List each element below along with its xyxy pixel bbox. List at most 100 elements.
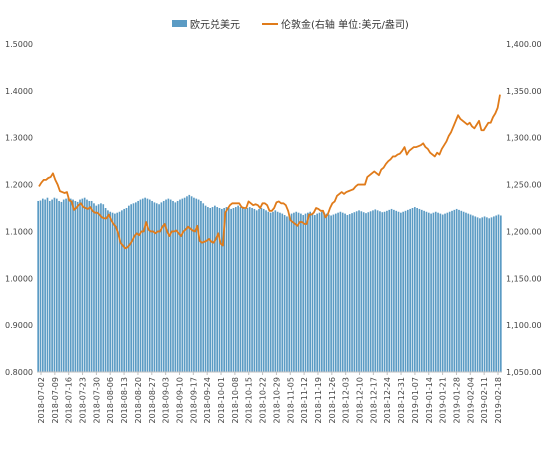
eurusd-bar <box>90 200 93 372</box>
eurusd-bar <box>118 211 121 372</box>
eurusd-bar <box>121 210 123 372</box>
eurusd-bar <box>309 211 312 372</box>
eurusd-bar <box>46 197 49 372</box>
eurusd-bar <box>39 200 42 372</box>
eurusd-bar <box>397 211 400 372</box>
eurusd-bar <box>483 216 486 372</box>
eurusd-bar <box>262 208 265 372</box>
eurusd-bar <box>190 196 193 372</box>
eurusd-bar <box>200 200 202 372</box>
eurusd-bar <box>276 211 279 372</box>
eurusd-bar <box>372 210 374 372</box>
eurusd-bar <box>302 215 305 372</box>
left-tick-label: 1.2000 <box>5 181 33 190</box>
eurusd-bar <box>41 198 44 372</box>
eurusd-bar <box>144 197 146 372</box>
eurusd-bar <box>51 199 53 372</box>
eurusd-bar <box>134 202 137 372</box>
x-tick-label: 2019-02-04 <box>466 377 475 424</box>
eurusd-bar <box>420 209 423 372</box>
right-tick-label: 1,150.00 <box>506 274 542 283</box>
eurusd-bar <box>437 212 439 372</box>
eurusd-bar <box>114 213 116 372</box>
eurusd-bar <box>169 199 172 372</box>
eurusd-bar <box>360 211 363 372</box>
eurusd-bar <box>123 208 126 372</box>
eurusd-bar <box>62 199 65 372</box>
x-tick-label: 2018-12-24 <box>383 377 392 424</box>
eurusd-bar <box>381 212 384 372</box>
eurusd-bar <box>279 212 281 372</box>
eurusd-bar <box>72 199 74 372</box>
eurusd-bar <box>155 203 158 372</box>
eurusd-bar <box>125 208 128 372</box>
eurusd-bar <box>211 207 214 372</box>
x-tick-label: 2018-07-02 <box>37 377 46 424</box>
left-tick-label: 1.3000 <box>5 134 33 143</box>
eurusd-bar <box>137 200 139 372</box>
eurusd-bar <box>472 215 474 372</box>
eurusd-bar <box>295 211 298 372</box>
eurusd-bar <box>104 208 107 372</box>
eurusd-bar <box>214 205 216 372</box>
x-tick-label: 2018-10-29 <box>272 377 281 424</box>
left-tick-label: 0.9000 <box>5 321 33 330</box>
left-tick-label: 1.4000 <box>5 87 33 96</box>
right-tick-label: 1,300.00 <box>506 134 542 143</box>
eurusd-bar <box>281 213 284 372</box>
x-tick-label: 2018-07-16 <box>65 377 74 424</box>
eurusd-bar <box>404 210 407 372</box>
eurusd-bar <box>60 201 63 372</box>
eurusd-bar <box>432 212 435 372</box>
eurusd-bar <box>44 199 46 372</box>
eurusd-bar <box>132 203 135 372</box>
eurusd-bar <box>353 212 356 372</box>
eurusd-bar <box>53 197 56 372</box>
eurusd-bar <box>467 213 470 372</box>
eurusd-bar <box>79 199 81 372</box>
eurusd-bar <box>251 208 253 372</box>
eurusd-bar <box>95 205 98 372</box>
eurusd-bar <box>88 200 91 372</box>
eurusd-bar <box>325 213 328 372</box>
eurusd-bar <box>239 207 242 372</box>
eurusd-bar <box>223 208 225 372</box>
x-tick-label: 2018-08-27 <box>148 377 157 424</box>
eurusd-bar <box>474 216 477 372</box>
legend-label-gold: 伦敦金(右轴 单位:美元/盎司) <box>281 18 409 31</box>
right-tick-label: 1,100.00 <box>506 321 542 330</box>
eurusd-bar <box>495 215 498 372</box>
x-tick-label: 2018-10-08 <box>231 377 240 424</box>
eurusd-bar <box>230 208 232 372</box>
x-tick-label: 2018-09-10 <box>175 377 184 424</box>
x-tick-label: 2019-01-07 <box>411 377 420 424</box>
eurusd-bar <box>423 210 425 372</box>
eurusd-bar <box>367 212 370 372</box>
eurusd-bar <box>269 212 272 372</box>
x-tick-label: 2018-09-24 <box>203 377 212 424</box>
x-tick-label: 2018-09-03 <box>162 377 171 424</box>
eurusd-bar <box>111 212 114 372</box>
eurusd-bar <box>460 210 463 372</box>
eurusd-bar <box>107 210 109 372</box>
x-axis-ticks: 2018-07-02 2018-07-09 2018-07-16 2018-07-23… <box>37 372 503 424</box>
eurusd-bar <box>100 203 102 372</box>
eurusd-bar <box>248 207 251 372</box>
eurusd-bar <box>413 207 416 372</box>
eurusd-bar <box>307 212 309 372</box>
eurusd-bar <box>320 211 323 372</box>
eurusd-bar <box>304 213 307 372</box>
eurusd-bar <box>174 202 177 372</box>
eurusd-bar <box>216 207 219 372</box>
eurusd-bar <box>416 208 418 372</box>
eurusd-bar <box>418 208 421 372</box>
eurusd-bar <box>58 200 60 372</box>
eurusd-bar <box>48 200 51 372</box>
eurusd-bar <box>139 199 142 372</box>
eurusd-bar <box>267 211 270 372</box>
eurusd-bar <box>97 204 100 372</box>
eurusd-bar <box>444 213 446 372</box>
x-tick-label: 2018-08-20 <box>134 377 143 424</box>
x-tick-label: 2018-12-17 <box>369 377 378 424</box>
